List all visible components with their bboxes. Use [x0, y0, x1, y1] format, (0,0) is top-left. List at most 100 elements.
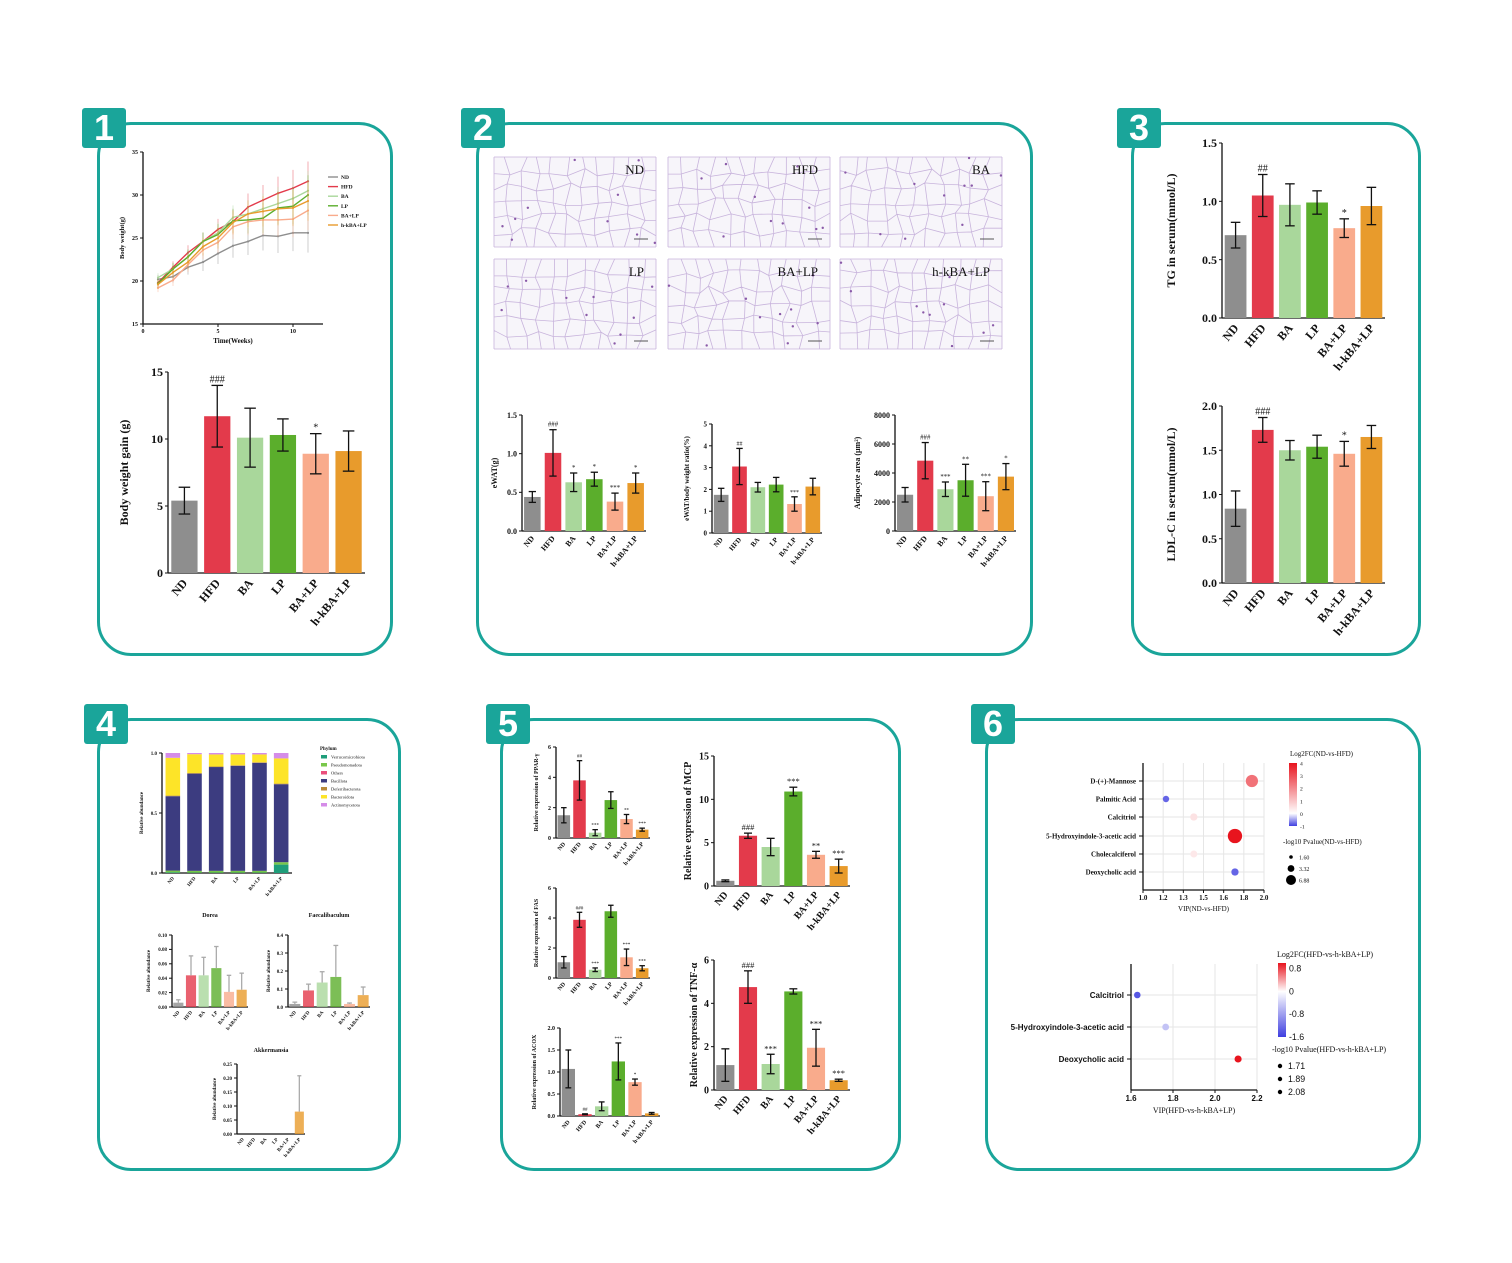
bar-hfd [303, 990, 314, 1007]
bar-ba [761, 1064, 780, 1090]
bar-lp [1306, 446, 1328, 583]
bar-lp [330, 976, 342, 1007]
significance-label: *** [638, 821, 646, 827]
chart-0-y-tick-label: 25 [132, 236, 138, 242]
chart-16-x-tick-label: 1.3 [1179, 894, 1188, 902]
chart-9-x-tick-label: HFD [301, 1010, 312, 1022]
bar-lp [211, 968, 222, 1007]
chart-8-y-tick-label: 0.06 [158, 963, 167, 968]
legend-label: BA [341, 194, 349, 200]
size-legend-label: 3.32 [1299, 867, 1309, 873]
chart-17-y-tick-label: Calcitriol [1090, 991, 1124, 1000]
panel-badge-4: 4 [84, 704, 128, 744]
size-legend-dot [1277, 1063, 1283, 1069]
chart-6-x-tick-label: HFD [1242, 586, 1269, 615]
bar-nd [524, 496, 541, 531]
chart-2-y-tick-label: 0.0 [507, 527, 517, 536]
bar-nd [1224, 235, 1247, 318]
chart-16-x-axis-label: VIP(ND-vs-HFD) [1178, 905, 1230, 913]
stack-segment-deferribacterota [208, 766, 224, 768]
nucleus-dot [592, 295, 595, 299]
chart-10-x-tick-label: LP [272, 1138, 280, 1146]
chart-16-y-tick-label: Calcitriol [1108, 813, 1136, 821]
chart-8-x-tick-label: BA [198, 1010, 207, 1019]
colorbar-title: Log2FC(ND-vs-HFD) [1290, 750, 1354, 758]
chart-17-x-tick-label: 2.0 [1209, 1094, 1221, 1103]
significance-label: ** [624, 807, 630, 813]
size-legend-dot [1277, 1089, 1283, 1095]
bar-lp [604, 800, 618, 838]
nucleus-dot [815, 227, 818, 231]
metabolite-point [1190, 813, 1198, 821]
chart-16-y-tick-label: Cholecalciferol [1091, 850, 1136, 858]
significance-label: *** [591, 961, 599, 967]
chart-9-x-tick-label: LP [331, 1011, 339, 1019]
nucleus-dot [991, 324, 995, 327]
chart-12-y-tick-label: 4 [548, 916, 551, 922]
bar-nd [289, 1003, 301, 1007]
chart-9-y-tick-label: 0.2 [277, 970, 284, 975]
histology-label: ND [625, 162, 644, 177]
size-legend-dot [1286, 875, 1296, 885]
chart-3-y-tick-label: 2 [704, 486, 708, 494]
chart-15-y-tick-label: 2 [704, 1042, 709, 1053]
size-legend-label: 1.60 [1299, 855, 1309, 861]
chart-10-x-tick-label: ND [237, 1137, 246, 1146]
nucleus-dot [613, 342, 616, 345]
data-point [216, 252, 220, 255]
chart-14-y-tick-label: 10 [699, 795, 709, 806]
nucleus-dot [510, 238, 514, 241]
chart-7-x-tick-label: h-kBA+LP [265, 877, 284, 898]
significance-label: * [1004, 456, 1008, 463]
bar-h-kba+lp [627, 483, 644, 531]
chart-12-x-tick-label: LP [605, 981, 615, 991]
histology-label: LP [629, 264, 644, 279]
stack-segment-deferribacterota [273, 783, 289, 785]
chart-12-x-tick-label: BA [589, 981, 599, 992]
bar-lp [611, 1061, 625, 1116]
nucleus-dot [524, 279, 528, 282]
legend-label: HFD [341, 185, 353, 191]
chart-9-title: Faecalibaculum [309, 913, 350, 919]
stack-segment-bacteroidota [252, 754, 267, 763]
chart-7-x-tick-label: BA+LP [248, 877, 262, 893]
chart-14-x-tick-label: BA [759, 889, 777, 907]
data-point [276, 207, 280, 210]
significance-label: ### [210, 374, 225, 385]
chart-8-x-tick-label: ND [173, 1010, 182, 1019]
data-point [156, 283, 160, 286]
chart-2-y-tick-label: 1.0 [507, 449, 517, 458]
data-point [171, 279, 175, 282]
chart-0-x-tick-label: 10 [290, 329, 296, 335]
size-legend-label: 1.89 [1288, 1074, 1305, 1084]
significance-label: *** [591, 823, 599, 829]
significance-label: *** [940, 474, 951, 481]
legend-swatch [321, 771, 327, 775]
significance-label: *** [810, 1018, 823, 1028]
bar-h-kba+lp [1360, 436, 1383, 583]
data-point [186, 260, 190, 264]
significance-label: * [1342, 430, 1347, 441]
nucleus-dot [769, 219, 773, 223]
colorbar [1278, 963, 1286, 1037]
stack-segment-bacteroidota [273, 758, 289, 784]
nucleus-dot [915, 305, 918, 308]
significance-label: ### [920, 435, 931, 442]
significance-label: ## [577, 754, 583, 760]
data-point [201, 260, 205, 264]
chart-4-y-axis-label: Adipocyte area (μm²) [853, 436, 862, 509]
colorbar-tick-label: 2 [1300, 787, 1303, 793]
nucleus-dot [653, 241, 657, 245]
stack-segment-bacteroidota [165, 757, 181, 796]
chart-11-y-tick-label: 4 [548, 775, 551, 781]
chart-8-y-tick-label: 0.00 [158, 1006, 167, 1011]
bar-ba [1279, 204, 1301, 318]
bar-h-kba+lp [236, 989, 247, 1007]
significance-label: ### [742, 822, 756, 832]
significance-label: *** [787, 776, 800, 786]
histology-label: BA+LP [777, 264, 818, 279]
chart-5-y-tick-label: 0.0 [1202, 311, 1217, 325]
chart-7-x-tick-label: HFD [187, 876, 198, 888]
chart-8-title: Dorea [202, 913, 218, 919]
significance-label: ### [576, 905, 584, 911]
